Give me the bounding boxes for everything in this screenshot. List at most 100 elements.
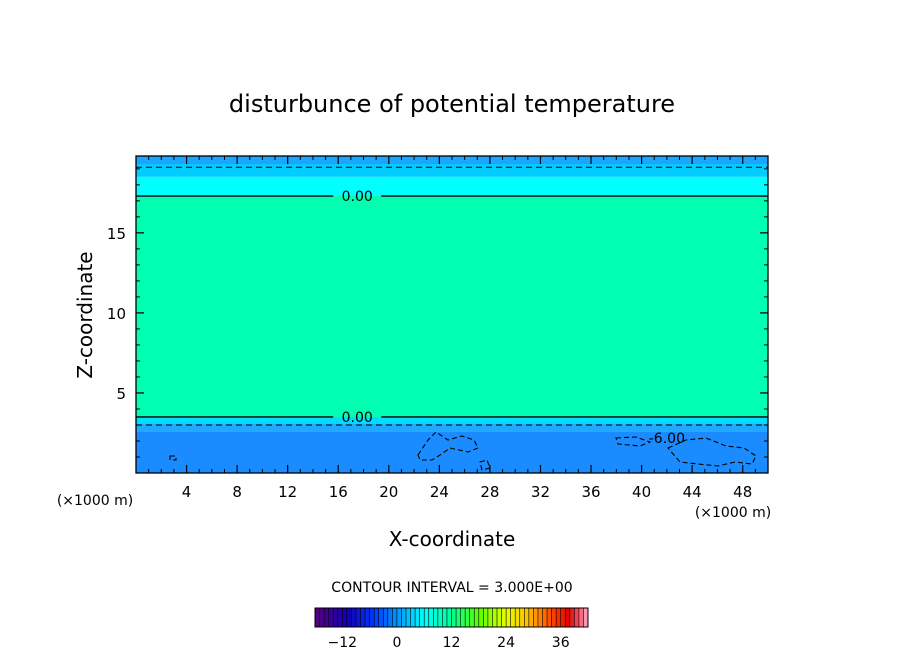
negative-contour-0	[417, 431, 479, 461]
field-layer-1	[136, 423, 768, 432]
colorbar-cell	[487, 608, 493, 627]
colorbar-cell	[346, 608, 352, 627]
y-tick-label: 5	[116, 385, 126, 403]
colorbar-cell	[383, 608, 389, 627]
x-tick-label: 20	[379, 483, 398, 501]
y-tick-label: 10	[107, 305, 126, 323]
colorbar-cell	[369, 608, 375, 627]
field-layer-3	[136, 196, 768, 417]
colorbar-tick-label: 12	[443, 635, 461, 651]
colorbar-cell	[524, 608, 530, 627]
x-tick-label: 4	[182, 483, 192, 501]
colorbar-cell	[533, 608, 539, 627]
negative-contour-2	[615, 436, 652, 447]
colorbar-cell	[428, 608, 434, 627]
colorbar-cell	[419, 608, 425, 627]
colorbar-cell	[342, 608, 348, 627]
colorbar-cell	[410, 608, 416, 627]
field-layer-2	[136, 416, 768, 424]
colorbar-cell	[437, 608, 443, 627]
colorbar-cell	[556, 608, 562, 627]
colorbar-cell	[515, 608, 521, 627]
colorbar-cell	[506, 608, 512, 627]
colorbar-cell	[583, 608, 589, 627]
field-layer-6	[136, 156, 768, 165]
colorbar-cell	[355, 608, 361, 627]
y-tick-label: 15	[107, 225, 126, 243]
colorbar-cell	[569, 608, 575, 627]
colorbar-cell	[578, 608, 584, 627]
colorbar-cell	[460, 608, 466, 627]
colorbar-cell	[351, 608, 357, 627]
colorbar-cell	[497, 608, 502, 627]
colorbar-cell	[551, 608, 557, 627]
negative-contour-3	[667, 437, 757, 467]
colorbar-cell	[501, 608, 507, 627]
colorbar-cell	[433, 608, 439, 627]
colorbar-cell	[442, 608, 448, 627]
contour-label: -6.00	[649, 431, 685, 447]
colorbar-tick-label: 0	[392, 635, 401, 651]
contour-label: 0.00	[342, 189, 373, 205]
y-axis-label: Z-coordinate	[73, 251, 97, 378]
x-tick-label: 44	[683, 483, 702, 501]
colorbar-cell	[387, 608, 393, 627]
x-tick-label: 28	[480, 483, 499, 501]
x-tick-label: 36	[581, 483, 600, 501]
colorbar-cell	[424, 608, 430, 627]
x-tick-label: 24	[430, 483, 449, 501]
chart-title: disturbunce of potential temperature	[229, 90, 675, 118]
colorbar-tick-label: 24	[497, 635, 515, 651]
colorbar-cell	[374, 608, 380, 627]
x-tick-label: 12	[278, 483, 297, 501]
colorbar-cell	[337, 608, 343, 627]
colorbar-cell	[392, 608, 398, 627]
field-layer-5	[136, 164, 768, 177]
colorbar-cell	[528, 608, 534, 627]
colorbar-cell	[328, 608, 334, 627]
colorbar-cell	[360, 608, 366, 627]
x-tick-label: 32	[531, 483, 550, 501]
colorbar-cell	[519, 608, 525, 627]
contour-interval-label: CONTOUR INTERVAL = 3.000E+00	[331, 580, 572, 596]
colorbar-cell	[319, 608, 325, 627]
colorbar-cell	[478, 608, 484, 627]
colorbar-cell	[415, 608, 421, 627]
x-tick-label: 48	[733, 483, 752, 501]
colorbar-frame	[314, 607, 589, 628]
colorbar-cell	[465, 608, 471, 627]
negative-contour-4	[169, 455, 177, 461]
colorbar-cell	[469, 608, 475, 627]
x-unit-left: (×1000 m)	[57, 493, 133, 509]
colorbar-cell	[560, 608, 566, 627]
field-layer-4	[136, 176, 768, 197]
x-unit-right: (×1000 m)	[695, 505, 771, 521]
colorbar-cell	[406, 608, 411, 627]
x-tick-label: 16	[329, 483, 348, 501]
colorbar-cell	[510, 608, 516, 627]
colorbar-cell	[492, 608, 498, 627]
colorbar-cell	[574, 608, 580, 627]
colorbar-cell	[365, 608, 370, 627]
colorbar: −12 0 12 24 36	[314, 607, 589, 651]
x-tick-label: 40	[632, 483, 651, 501]
colorbar-cell	[378, 608, 384, 627]
colorbar-cell	[333, 608, 339, 627]
colorbar-cell	[451, 608, 457, 627]
negative-contour-1	[479, 459, 491, 471]
colorbar-cell	[446, 608, 452, 627]
colorbar-cell	[474, 608, 480, 627]
colorbar-cell	[401, 608, 407, 627]
x-axis-label: X-coordinate	[389, 527, 516, 551]
colorbar-tick-label: −12	[328, 635, 358, 651]
colorbar-cell	[547, 608, 552, 627]
colorbar-cell	[396, 608, 402, 627]
colorbar-cell	[565, 608, 571, 627]
colorbar-cell	[542, 608, 548, 627]
colorbar-cell	[324, 608, 330, 627]
colorbar-cell	[456, 608, 461, 627]
colorbar-cell	[537, 608, 543, 627]
x-tick-label: 8	[232, 483, 242, 501]
